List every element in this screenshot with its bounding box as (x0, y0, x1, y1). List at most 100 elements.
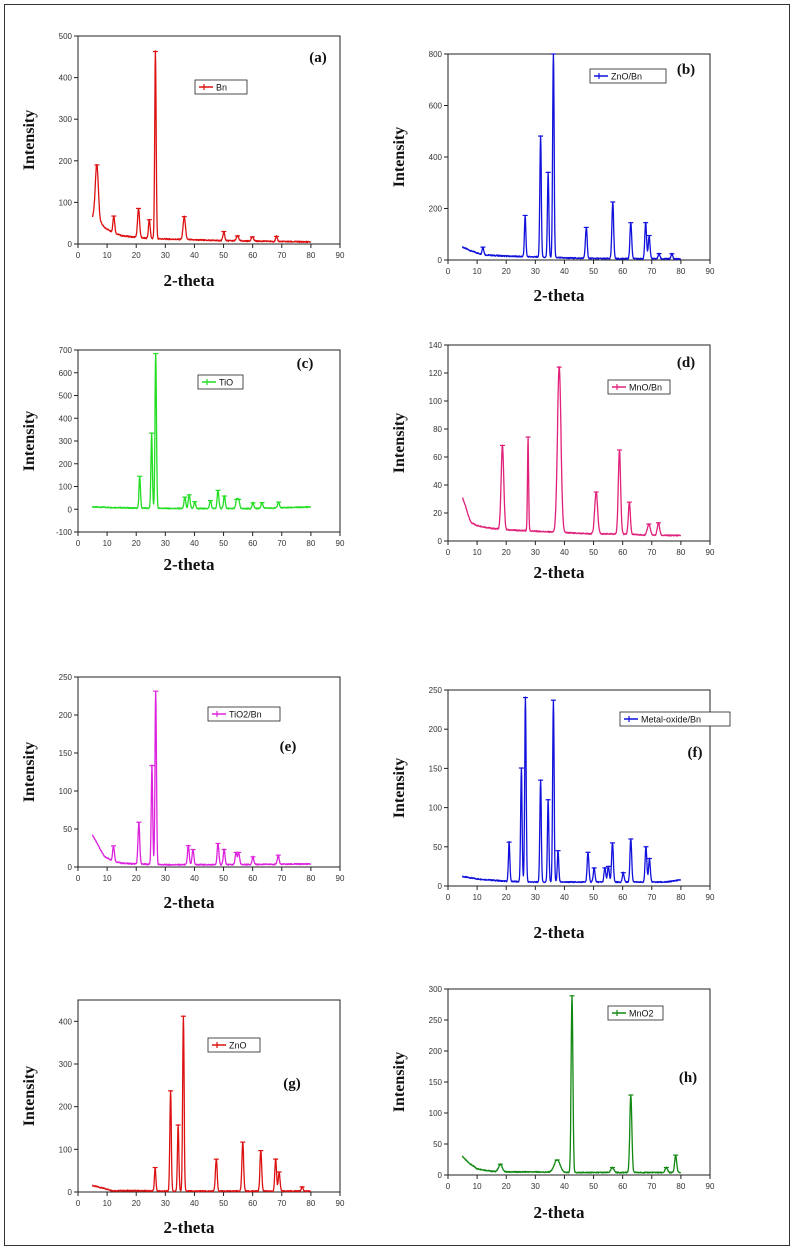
axes-box (447, 689, 711, 887)
x-tick-label: 10 (473, 893, 482, 902)
x-axis-label: 2-theta (534, 1203, 585, 1222)
x-tick-label: 70 (277, 251, 286, 260)
y-tick-label: 200 (59, 711, 73, 720)
series-line (91, 1015, 312, 1193)
legend-box (607, 379, 671, 395)
x-tick-label: 80 (306, 1199, 315, 1208)
series-line (91, 690, 312, 866)
y-tick-label: 200 (59, 1103, 73, 1112)
x-tick-label: 80 (676, 1182, 685, 1191)
x-tick-label: 40 (190, 1199, 199, 1208)
y-tick-label: 300 (59, 437, 73, 446)
x-tick-label: 10 (103, 539, 112, 548)
x-tick-label: 0 (76, 251, 81, 260)
legend-box (207, 706, 281, 722)
y-tick-label: 250 (429, 686, 443, 695)
x-tick-label: 50 (219, 251, 228, 260)
axes-box (447, 344, 711, 542)
legend-label: TiO2/Bn (229, 710, 262, 720)
y-tick-label: 0 (438, 256, 443, 265)
x-tick-label: 20 (502, 1182, 511, 1191)
y-tick-label: 500 (59, 32, 73, 41)
y-tick-label: 100 (59, 787, 73, 796)
legend-box (207, 1037, 261, 1053)
y-tick-label: 100 (429, 804, 443, 813)
legend-box (194, 79, 248, 95)
x-tick-label: 0 (76, 874, 81, 883)
x-tick-label: 90 (706, 893, 715, 902)
axes-box (77, 999, 341, 1193)
y-tick-label: 150 (429, 764, 443, 773)
series-line (461, 53, 682, 261)
x-tick-label: 20 (132, 874, 141, 883)
y-tick-label: 100 (59, 198, 73, 207)
x-tick-label: 80 (306, 251, 315, 260)
x-tick-label: 90 (336, 539, 345, 548)
y-tick-label: 600 (429, 102, 443, 111)
panel-label: (h) (679, 1070, 697, 1086)
y-tick-label: 0 (68, 240, 73, 249)
y-tick-label: 80 (433, 425, 442, 434)
x-tick-label: 50 (589, 1182, 598, 1191)
figure-frame (4, 4, 790, 1246)
x-tick-label: 50 (219, 874, 228, 883)
y-tick-label: 100 (59, 1145, 73, 1154)
x-tick-label: 70 (277, 874, 286, 883)
axes-box (77, 35, 341, 245)
x-tick-label: 10 (103, 874, 112, 883)
legend-label: ZnO (229, 1041, 247, 1051)
x-tick-label: 50 (589, 548, 598, 557)
y-tick-label: 100 (59, 483, 73, 492)
x-tick-label: 40 (560, 1182, 569, 1191)
y-tick-label: 100 (429, 1109, 443, 1118)
x-tick-label: 70 (277, 539, 286, 548)
series-line (461, 995, 682, 1174)
x-axis-label: 2-theta (534, 923, 585, 942)
x-tick-label: 60 (618, 548, 627, 557)
y-tick-label: 400 (59, 414, 73, 423)
x-tick-label: 60 (618, 1182, 627, 1191)
x-tick-label: 90 (706, 1182, 715, 1191)
y-tick-label: 120 (429, 369, 443, 378)
x-tick-label: 10 (473, 267, 482, 276)
y-axis-label: Intensity (21, 110, 38, 170)
x-axis-label: 2-theta (534, 563, 585, 582)
y-tick-label: 200 (59, 157, 73, 166)
legend-label: ZnO/Bn (611, 72, 642, 82)
x-tick-label: 80 (306, 539, 315, 548)
series-line (91, 50, 312, 244)
panel-label: (b) (677, 62, 695, 78)
legend-box (607, 1005, 664, 1021)
x-tick-label: 70 (647, 1182, 656, 1191)
axes-box (77, 676, 341, 868)
y-tick-label: 200 (429, 1047, 443, 1056)
x-tick-label: 40 (190, 539, 199, 548)
x-tick-label: 50 (589, 893, 598, 902)
y-tick-label: 50 (433, 843, 442, 852)
y-tick-label: 0 (438, 537, 443, 546)
x-tick-label: 60 (248, 874, 257, 883)
series-line (462, 366, 682, 537)
x-tick-label: 20 (132, 539, 141, 548)
y-tick-label: 400 (429, 153, 443, 162)
y-tick-label: 0 (438, 882, 443, 891)
panel-label: (f) (688, 745, 703, 761)
x-tick-label: 20 (502, 548, 511, 557)
chart-h: 0 10 20 30 40 50 60 70 80 90 0 50 100 150 200 250 300 2-t… (391, 985, 715, 1222)
x-tick-label: 30 (531, 893, 540, 902)
y-tick-label: 700 (59, 346, 73, 355)
y-tick-label: 200 (429, 205, 443, 214)
y-axis-label: Intensity (391, 413, 408, 473)
legend-label: MnO2 (629, 1009, 654, 1019)
y-axis-label: Intensity (21, 1066, 38, 1126)
x-tick-label: 0 (446, 1182, 451, 1191)
y-axis-label: Intensity (21, 742, 38, 802)
y-tick-label: 0 (438, 1171, 443, 1180)
y-tick-label: 800 (429, 50, 443, 59)
y-tick-label: 300 (59, 1060, 73, 1069)
chart-a: 0 10 20 30 40 50 60 70 80 90 0 100 200 300 400 500 2-the… (21, 32, 345, 290)
y-tick-label: 200 (429, 725, 443, 734)
x-axis-label: 2-theta (534, 286, 585, 305)
series-line (461, 696, 682, 884)
x-tick-label: 70 (277, 1199, 286, 1208)
